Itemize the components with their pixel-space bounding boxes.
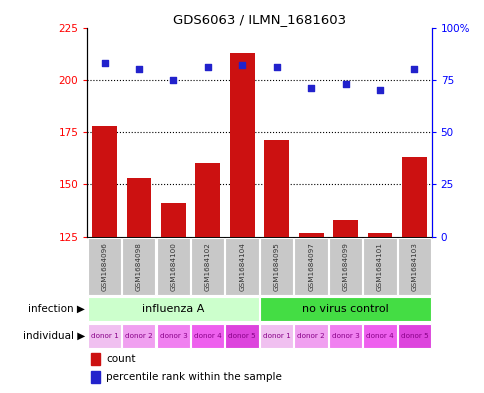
Bar [401, 157, 426, 237]
Point [409, 66, 417, 72]
Bar [122, 238, 155, 294]
Bar [294, 323, 327, 348]
Bar [298, 233, 323, 237]
Bar [397, 323, 430, 348]
Point [272, 64, 280, 70]
Bar [259, 238, 293, 294]
Text: percentile rank within the sample: percentile rank within the sample [106, 372, 282, 382]
Bar [363, 238, 396, 294]
Text: GSM1684099: GSM1684099 [342, 242, 348, 291]
Point [375, 87, 383, 94]
Bar [88, 323, 121, 348]
Point [169, 77, 177, 83]
Text: donor 3: donor 3 [159, 333, 187, 339]
Bar [397, 238, 430, 294]
Text: individual ▶: individual ▶ [23, 331, 85, 341]
Bar [92, 126, 117, 237]
Bar [91, 353, 100, 365]
Bar [91, 371, 100, 383]
Text: GSM1684097: GSM1684097 [307, 242, 314, 291]
Text: donor 1: donor 1 [91, 333, 118, 339]
Point [306, 85, 314, 91]
Text: donor 5: donor 5 [400, 333, 427, 339]
Text: donor 2: donor 2 [125, 333, 152, 339]
Bar [363, 323, 396, 348]
Text: donor 4: donor 4 [365, 333, 393, 339]
Point [135, 66, 142, 72]
Text: infection ▶: infection ▶ [28, 304, 85, 314]
Bar [195, 163, 220, 237]
Title: GDS6063 / ILMN_1681603: GDS6063 / ILMN_1681603 [173, 13, 345, 26]
Bar [161, 203, 185, 237]
Text: no virus control: no virus control [302, 304, 388, 314]
Bar [156, 323, 190, 348]
Text: donor 2: donor 2 [297, 333, 324, 339]
Point [203, 64, 211, 70]
Text: GSM1684101: GSM1684101 [376, 242, 382, 291]
Text: GSM1684104: GSM1684104 [239, 242, 245, 291]
Bar [126, 178, 151, 237]
Point [341, 81, 348, 87]
Bar [294, 238, 327, 294]
Text: count: count [106, 354, 136, 364]
Text: GSM1684102: GSM1684102 [204, 242, 211, 291]
Bar [333, 220, 357, 237]
Point [100, 60, 108, 66]
Bar [191, 238, 224, 294]
Text: GSM1684096: GSM1684096 [101, 242, 107, 291]
Text: GSM1684095: GSM1684095 [273, 242, 279, 291]
Text: donor 5: donor 5 [228, 333, 256, 339]
Text: influenza A: influenza A [142, 304, 204, 314]
Text: GSM1684098: GSM1684098 [136, 242, 142, 291]
Text: GSM1684100: GSM1684100 [170, 242, 176, 291]
Bar [259, 297, 430, 321]
Bar [264, 140, 288, 237]
Text: donor 1: donor 1 [262, 333, 290, 339]
Text: GSM1684103: GSM1684103 [410, 242, 417, 291]
Bar [122, 323, 155, 348]
Bar [259, 323, 293, 348]
Text: donor 4: donor 4 [194, 333, 221, 339]
Bar [225, 323, 258, 348]
Text: donor 3: donor 3 [331, 333, 359, 339]
Point [238, 62, 245, 68]
Bar [156, 238, 190, 294]
Bar [328, 323, 362, 348]
Bar [191, 323, 224, 348]
Bar [88, 238, 121, 294]
Bar [328, 238, 362, 294]
Bar [225, 238, 258, 294]
Bar [88, 297, 258, 321]
Bar [229, 53, 254, 237]
Bar [367, 233, 392, 237]
